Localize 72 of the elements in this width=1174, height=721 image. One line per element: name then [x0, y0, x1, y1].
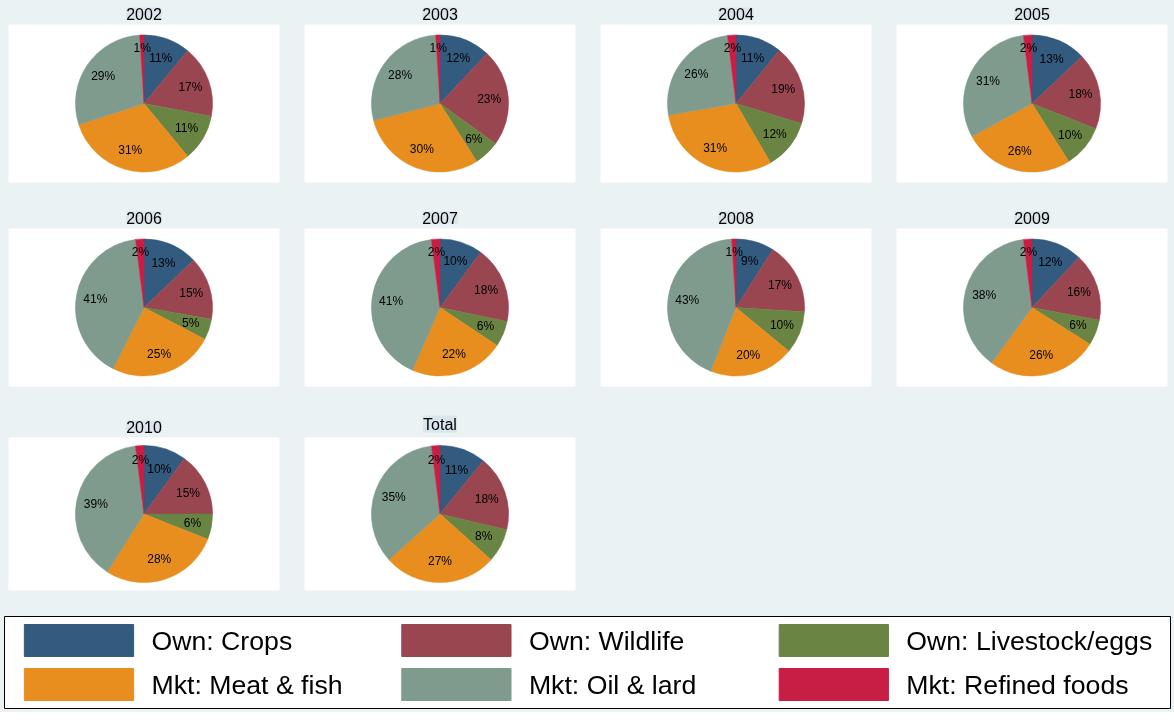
data-label: 27% [427, 554, 453, 569]
data-label: 41% [379, 293, 404, 308]
data-label: 6% [476, 319, 495, 334]
data-label: 38% [972, 288, 997, 303]
data-label: 11% [149, 50, 173, 65]
data-label: 28% [147, 551, 172, 566]
chart-title: 2002 [126, 5, 162, 23]
data-label: 18% [474, 283, 499, 298]
chart-title: 2004 [718, 5, 754, 23]
chart-title: 2005 [1014, 5, 1050, 23]
data-label: 30% [409, 141, 435, 156]
data-label: 10% [1058, 127, 1083, 142]
data-label: 2% [1019, 245, 1038, 260]
data-label: 6% [1069, 318, 1087, 333]
data-label: 26% [684, 67, 709, 82]
data-label: 1% [133, 41, 152, 55]
data-label: 41% [83, 292, 108, 307]
data-label: 20% [736, 347, 761, 362]
data-label: 12% [446, 51, 471, 66]
legend-label: Mkt: Refined foods [906, 669, 1129, 700]
data-label: 2% [131, 245, 150, 260]
chart-title: Total [423, 415, 457, 433]
data-label: 2% [131, 453, 150, 468]
data-label: 12% [762, 126, 788, 141]
data-label: 26% [1029, 348, 1054, 363]
data-label: 31% [976, 74, 1001, 89]
legend-label: Mkt: Meat & fish [151, 669, 343, 700]
data-label: 13% [151, 255, 176, 270]
data-label: 17% [178, 79, 203, 94]
data-label: 15% [175, 485, 201, 500]
data-label: 11% [741, 50, 765, 65]
data-label: 39% [83, 496, 109, 511]
chart-title: 2007 [422, 209, 458, 227]
data-label: 23% [477, 91, 502, 106]
data-label: 26% [1007, 143, 1033, 158]
chart-title: 2006 [126, 209, 162, 227]
data-label: 2% [427, 453, 446, 468]
data-label: 2% [723, 41, 742, 56]
data-label: 11% [174, 121, 199, 136]
data-label: 25% [147, 346, 172, 361]
data-label: 31% [703, 140, 728, 155]
data-label: 11% [445, 462, 469, 477]
data-label: 6% [183, 515, 202, 530]
data-label: 5% [182, 316, 200, 331]
data-label: 8% [475, 528, 493, 543]
data-label: 16% [1066, 285, 1092, 300]
data-label: 31% [118, 143, 143, 158]
data-label: 29% [91, 69, 116, 84]
chart-title: 2008 [718, 209, 754, 227]
legend-label: Own: Crops [151, 625, 293, 656]
data-label: 2% [1019, 41, 1038, 56]
data-label: 10% [769, 318, 795, 333]
data-label: 15% [179, 286, 204, 301]
data-label: 43% [675, 292, 700, 307]
data-label: 18% [474, 491, 500, 506]
legend-label: Own: Wildlife [528, 625, 685, 656]
data-label: 13% [1039, 51, 1064, 66]
chart-title: 2009 [1014, 209, 1050, 227]
chart-title: 2010 [126, 418, 162, 436]
data-label: 12% [1038, 255, 1063, 270]
data-label: 18% [1068, 87, 1093, 102]
data-label: 10% [147, 462, 172, 477]
data-label: 22% [441, 347, 467, 362]
data-label: 6% [465, 132, 483, 147]
legend-label: Mkt: Oil & lard [528, 669, 697, 700]
data-label: 35% [381, 490, 407, 505]
data-label: 28% [388, 67, 413, 82]
data-label: 1% [429, 41, 448, 55]
chart-title: 2003 [422, 5, 458, 23]
legend-label: Own: Livestock/eggs [906, 625, 1153, 656]
data-label: 19% [771, 82, 796, 97]
data-label: 17% [767, 278, 793, 293]
